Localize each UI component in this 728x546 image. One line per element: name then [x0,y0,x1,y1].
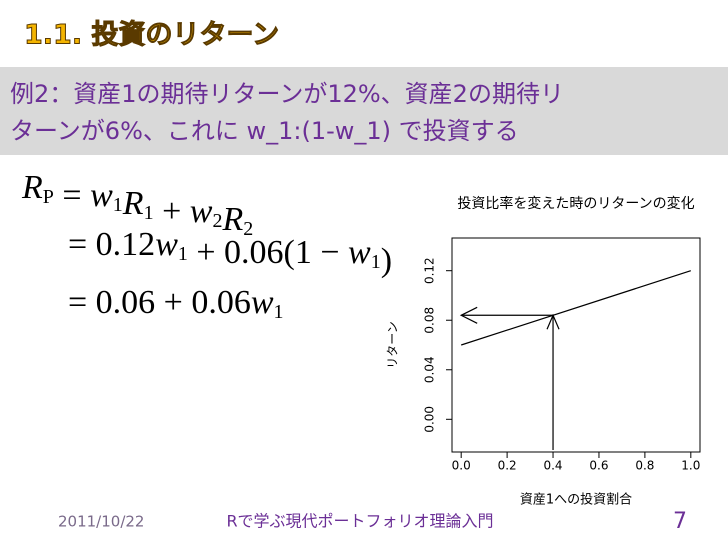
example-line: ターンが6%、これに w_1:(1-w_1) で投資する [10,117,519,145]
equation-text: + 0.06(1 − [188,234,348,271]
chart: 投資比率を変えた時のリターンの変化 0.0 0.2 0.4 0.6 0.8 1.0 0.00 0… [386,195,701,508]
variable: R [21,169,43,206]
x-tick-label: 1.0 [681,459,700,473]
variable: w [251,284,274,321]
subscript: 1 [371,251,381,273]
variable: w [155,226,178,263]
arrow-head [459,306,478,324]
variable: R [221,201,243,238]
x-tick-label: 0.0 [452,459,471,473]
plot-frame [451,237,701,453]
subscript: 1 [113,194,123,216]
y-tick-label: 0.04 [423,356,437,383]
subscript: 1 [144,202,154,224]
y-axis-label: リターン [386,321,400,368]
x-tick-label: 0.8 [635,459,654,473]
subscript: P [43,186,54,208]
chart-title: 投資比率を変えた時のリターンの変化 [457,195,694,212]
variable: R [122,185,144,222]
x-tick-label: 0.2 [498,459,517,473]
horizontal-arrow [459,306,554,324]
equation: RP = w1R1 + w2R2 [21,169,253,240]
slide-title: 1.1. 投資のリターン [24,20,279,51]
equation-text: ) [381,242,392,279]
variable: w [190,193,213,230]
page-number: 7 [673,509,687,534]
equations: RP = w1R1 + w2R2= 0.12w1 + 0.06(1 − w1)=… [21,169,392,323]
equation: = 0.12w1 + 0.06(1 − w1) [68,226,392,279]
equation-text: = [54,177,90,214]
subscript: 1 [178,243,188,265]
footer-date: 2011/10/22 [58,513,144,531]
y-tick-label: 0.08 [423,307,437,334]
example-band [0,67,728,155]
equation-text: + [154,193,190,230]
subscript: 2 [212,210,222,232]
x-tick-label: 0.4 [543,459,562,473]
y-tick-label: 0.00 [423,406,437,433]
subscript: 1 [274,301,284,323]
equation: = 0.06 + 0.06w1 [68,284,284,323]
variable: w [90,177,113,214]
subscript: 2 [243,218,253,240]
x-tick-label: 0.6 [589,459,608,473]
example-line: 例2：資産1の期待リターンが12%、資産2の期待リ [10,80,564,108]
x-axis-label: 資産1への投資割合 [520,492,632,508]
equation-text: = 0.06 + 0.06 [68,284,251,321]
footer-course: Rで学ぶ現代ポートフォリオ理論入門 [226,512,493,531]
data-line [461,270,691,346]
equation-text: = 0.12 [68,226,155,263]
y-tick-label: 0.12 [423,257,437,284]
variable: w [348,234,371,271]
